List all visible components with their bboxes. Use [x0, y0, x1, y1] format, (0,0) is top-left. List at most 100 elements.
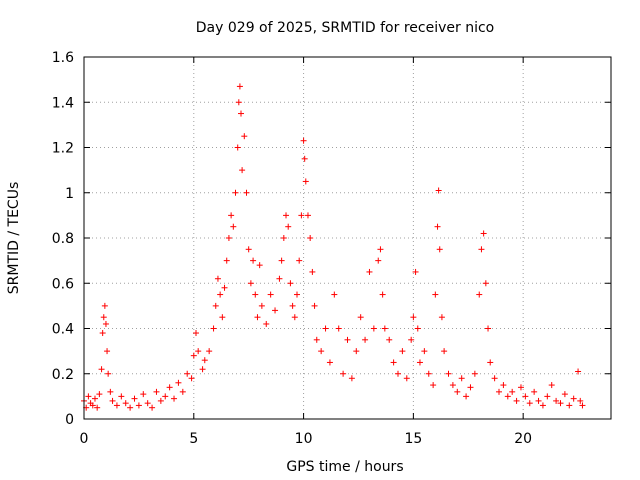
data-point [500, 382, 507, 389]
data-point [544, 393, 551, 400]
data-point [250, 257, 257, 264]
data-point [454, 388, 461, 395]
data-point [381, 325, 388, 332]
data-point [326, 359, 333, 366]
data-point [166, 384, 173, 391]
y-tick-label: 0.8 [52, 231, 74, 247]
data-point [109, 397, 116, 404]
data-point [432, 291, 439, 298]
data-point [410, 314, 417, 321]
data-point [504, 393, 511, 400]
data-point [344, 336, 351, 343]
data-point [390, 359, 397, 366]
data-point [238, 110, 245, 117]
data-point [243, 189, 250, 196]
data-point [307, 235, 314, 241]
data-point [291, 314, 298, 321]
data-point [236, 83, 243, 90]
data-point [353, 348, 360, 355]
data-point [579, 402, 586, 409]
data-point [526, 400, 533, 407]
data-point [566, 402, 573, 409]
data-point [272, 307, 279, 314]
data-point [214, 275, 221, 282]
data-point [149, 404, 156, 411]
data-point [458, 375, 465, 382]
data-point [434, 223, 441, 230]
data-point [102, 320, 109, 327]
data-point [322, 325, 329, 332]
data-point [293, 291, 300, 298]
data-point [421, 348, 428, 355]
x-axis-title: GPS time / hours [286, 459, 403, 475]
x-tick-label: 0 [80, 431, 89, 447]
grid-layer [84, 57, 611, 419]
data-point [561, 391, 568, 398]
data-point [212, 302, 219, 309]
data-point [487, 359, 494, 366]
data-point [403, 375, 410, 382]
data-point [435, 187, 442, 194]
plot-frame [83, 56, 612, 420]
x-tick-label: 15 [404, 431, 422, 447]
data-point [241, 133, 248, 140]
x-tick-label: 10 [295, 431, 313, 447]
data-point [386, 336, 393, 343]
data-point [445, 370, 452, 377]
data-point [548, 382, 555, 389]
data-point [430, 382, 437, 389]
data-point [357, 314, 364, 321]
data-point [267, 291, 274, 298]
data-point [206, 348, 213, 355]
y-tick-label: 1.4 [52, 95, 74, 111]
data-point [223, 257, 230, 264]
data-point [301, 155, 308, 162]
data-point [399, 348, 406, 355]
data-point [285, 223, 292, 230]
data-point [298, 212, 305, 219]
data-point [416, 359, 423, 366]
data-point [467, 384, 474, 391]
data-point [553, 397, 560, 404]
data-point [258, 302, 265, 309]
data-point [157, 397, 164, 404]
data-point [441, 348, 448, 355]
data-point [570, 395, 577, 402]
data-point [304, 212, 311, 219]
data-point [201, 357, 208, 364]
data-point [225, 235, 232, 241]
data-point [436, 246, 443, 253]
data-point [408, 336, 415, 343]
data-point [362, 336, 369, 343]
data-point [228, 212, 235, 219]
data-point [135, 402, 142, 409]
data-point [425, 370, 432, 377]
data-point [247, 280, 254, 287]
data-point [235, 99, 242, 106]
data-point [234, 144, 241, 151]
data-point [463, 393, 470, 400]
y-tick-label: 1.6 [52, 50, 74, 66]
data-point [513, 397, 520, 404]
data-point [91, 395, 98, 402]
data-point [276, 275, 283, 282]
data-point [104, 348, 111, 355]
data-point [94, 404, 101, 411]
data-point [98, 366, 105, 373]
data-point [335, 325, 342, 332]
data-point [575, 368, 582, 375]
data-point [278, 257, 285, 264]
data-point [557, 400, 564, 407]
data-point [478, 246, 485, 253]
data-point [153, 388, 160, 395]
data-point [263, 320, 270, 327]
data-point [449, 382, 456, 389]
data-point [280, 235, 287, 241]
data-point [171, 395, 178, 402]
data-point [375, 257, 382, 264]
data-point [309, 268, 316, 275]
data-point [296, 257, 303, 264]
data-point [210, 325, 217, 332]
